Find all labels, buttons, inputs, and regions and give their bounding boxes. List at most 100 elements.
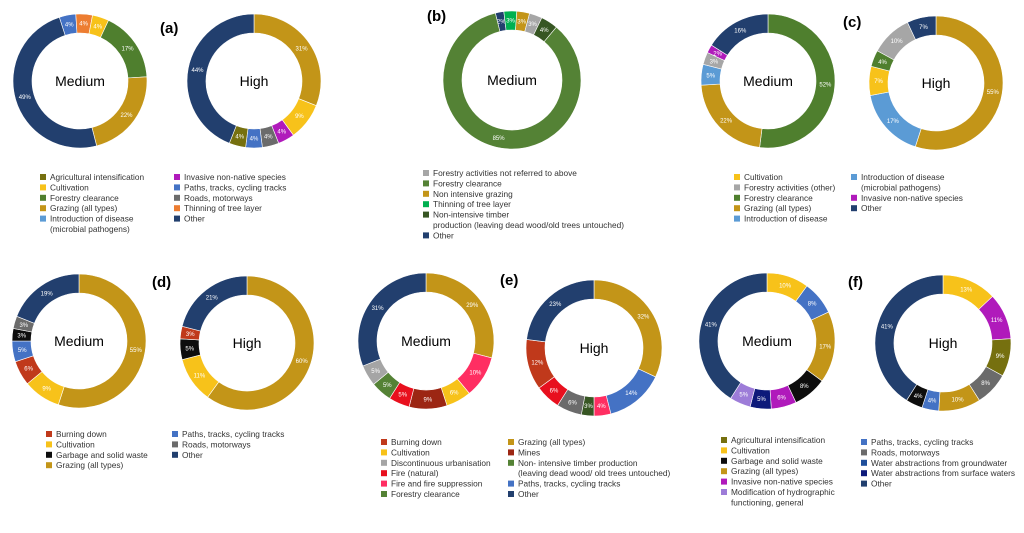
legend-swatch [40,194,46,201]
slice-value-label: 55% [130,348,143,354]
panel-tag: (d) [152,274,171,291]
slice-value-label: 10% [891,39,904,45]
legend-label: Forestry clearance [433,178,502,188]
slice-value-label: 5% [706,74,715,80]
slice-value-label: 9% [996,354,1005,360]
slice-other [12,16,98,149]
legend-swatch [423,170,429,176]
legend-label: Burning down [391,437,442,447]
slice-other [907,15,937,40]
slice-grazing-all-types [700,83,763,148]
legend-swatch [721,468,727,475]
slice-value-label: 14% [625,391,638,397]
legend-label: production (leaving dead wood/old trees … [433,220,624,230]
legend-label: Paths, tracks, cycling tracks [871,437,973,447]
legend-swatch [174,174,180,180]
legend-label: Forestry activities (other) [744,182,836,192]
slice-value-label: 9% [424,397,433,403]
legend-label: Fire (natural) [391,468,439,478]
legend-swatch [851,174,857,180]
slice-value-label: 6% [777,396,786,402]
ring-center-label: High [233,335,262,351]
slice-value-label: 5% [185,346,194,352]
slice-other [181,275,248,332]
panel-tag: (f) [848,274,863,291]
legend-swatch [508,491,514,497]
legend-swatch [172,431,178,437]
slice-value-label: 2% [497,19,506,25]
legend-label: Other [861,203,882,213]
slice-value-label: 3% [517,19,526,25]
legend-label: Other [433,230,454,240]
legend-swatch [40,184,46,191]
donut-a-high: 31% 9% 4% 4% 4% 4% 44% High [186,13,322,149]
slice-value-label: 4% [914,394,923,400]
legend-a: Agricultural intensificationCultivationF… [40,172,286,234]
legend-swatch [861,480,867,487]
slice-value-label: 41% [881,325,894,331]
slice-value-label: 60% [296,359,309,365]
legend-swatch [174,194,180,201]
legend-label: Other [182,450,203,460]
slice-other [526,279,595,343]
slice-value-label: 7% [874,79,883,85]
legend-label: Grazing (all types) [744,203,812,213]
legend-swatch [734,174,740,180]
slice-forestry-clearance [442,12,582,150]
legend-label: Agricultural intensification [50,172,144,182]
slice-value-label: 4% [597,404,606,410]
slice-value-label: 3% [528,22,537,28]
donut-f-high: 13% 11% 9% 8% 10% 4% 4% 41% High [874,274,1012,412]
donut-f-medium: 10% 8% 17% 8% 6% 5% 5% 41% Medium [698,272,836,410]
slice-value-label: 21% [206,296,219,302]
slice-value-label: 6% [450,390,459,396]
legend-swatch [423,211,429,218]
legend-swatch [423,232,429,239]
donut-e-high: 32% 14% 4% 3% 6% 6% 12% 23% High [525,279,663,417]
legend-label: Grazing (all types) [731,466,799,476]
slice-other [16,273,80,324]
legend-label: Water abstractions from surface waters [871,468,1015,478]
slice-value-label: 4% [277,129,286,135]
slice-value-label: 17% [122,47,135,53]
legend-label: Garbage and solid waste [731,456,823,466]
slice-value-label: 3% [710,60,719,66]
legend-label: (leaving dead wood/ old trees untouched) [518,468,670,478]
slice-value-label: 10% [952,398,965,404]
legend-swatch [174,184,180,191]
legend-label: Discontinuous urbanisation [391,458,491,468]
slice-other [698,272,768,399]
legend-swatch [46,441,52,448]
legend-swatch [46,451,52,458]
legend-swatch [721,437,727,443]
panel-d: 55% 9% 6% 5% 3% 3% 19% Medium 60% 11% 5% 3% 21% High (… [11,273,315,470]
slice-value-label: 5% [371,369,380,375]
slice-other [357,272,427,367]
legend-swatch [721,478,727,485]
donut-b-medium: 2% 3% 3% 3%4%85%Medium [442,10,582,150]
slice-value-label: 52% [819,83,832,89]
legend-swatch [381,470,387,477]
legend-swatch [721,489,727,495]
panel-b: 2% 3% 3% 3%4%85%Medium(b)Forestry activitie… [423,8,624,240]
legend-f: Agricultural intensificationCultivationG… [721,435,1015,507]
legend-b: Forestry activities not referred to abov… [423,168,624,240]
legend-swatch [508,480,514,487]
legend-label: Introduction of disease [861,172,945,182]
slice-other [186,13,255,144]
panel-f: 10% 8% 17% 8% 6% 5% 5% 41% Medium 13% 11% 9% 8% 10% 4%… [698,272,1015,507]
ring-center-label: Medium [742,333,792,349]
slice-value-label: 41% [705,323,718,329]
slice-value-label: 4% [79,22,88,28]
slice-value-label: 12% [531,361,544,367]
legend-swatch [721,447,727,454]
ring-center-label: High [922,75,951,91]
legend-label: Paths, tracks, cycling tracks [182,429,284,439]
legend-label: Grazing (all types) [56,460,124,470]
legend-swatch [381,449,387,456]
slice-value-label: 4% [93,24,102,30]
donut-d-high: 60% 11% 5% 3% 21% High [179,275,315,411]
legend-swatch [734,215,740,222]
slice-value-label: 8% [981,381,990,387]
